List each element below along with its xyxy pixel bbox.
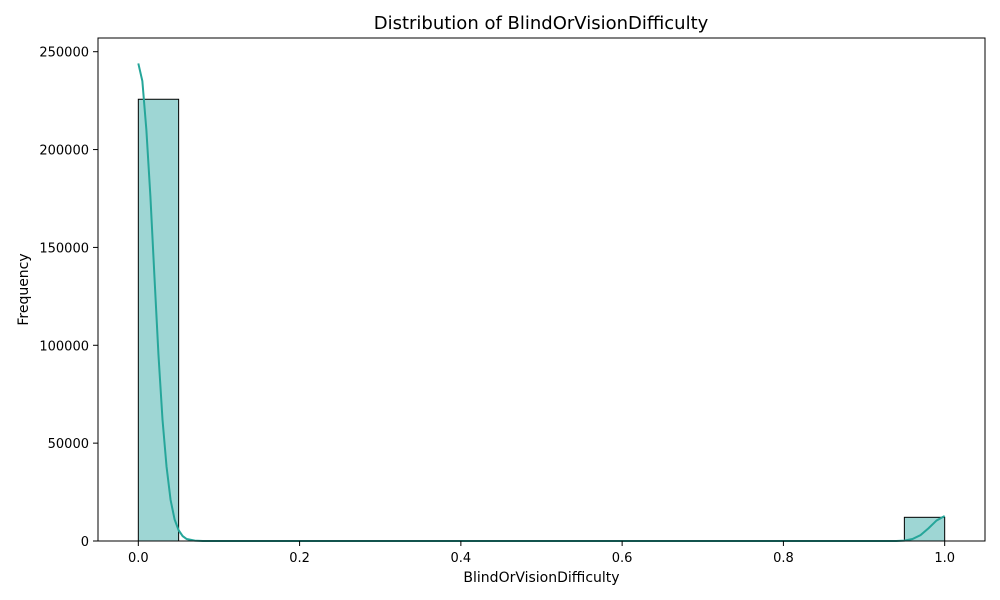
kde-line	[137, 63, 946, 542]
x-tick-label: 0.2	[289, 551, 310, 566]
x-tick-label: 1.0	[934, 551, 955, 566]
x-axis-label: BlindOrVisionDifficulty	[463, 570, 619, 586]
chart-title: Distribution of BlindOrVisionDifficulty	[374, 13, 709, 34]
y-tick-label: 250000	[39, 46, 89, 61]
x-axis-ticks: 0.0 0.2 0.4 0.6 0.8 1.0	[128, 541, 955, 566]
y-axis-label: Frequency	[16, 253, 32, 325]
x-tick-label: 0.6	[612, 551, 633, 566]
histogram-bar-1	[903, 516, 946, 542]
y-tick-label: 0	[81, 535, 89, 550]
bars-group	[137, 98, 946, 542]
y-tick-label: 200000	[39, 144, 89, 159]
x-tick-label: 0.0	[128, 551, 149, 566]
plot-frame	[97, 37, 986, 542]
y-axis-ticks: 0 50000 100000 150000 200000 250000	[39, 46, 98, 550]
y-tick-label: 150000	[39, 241, 89, 256]
x-tick-label: 0.8	[773, 551, 794, 566]
histogram-bar-0	[137, 98, 180, 542]
x-tick-label: 0.4	[451, 551, 472, 566]
y-tick-label: 50000	[48, 437, 89, 452]
y-tick-label: 100000	[39, 339, 89, 354]
